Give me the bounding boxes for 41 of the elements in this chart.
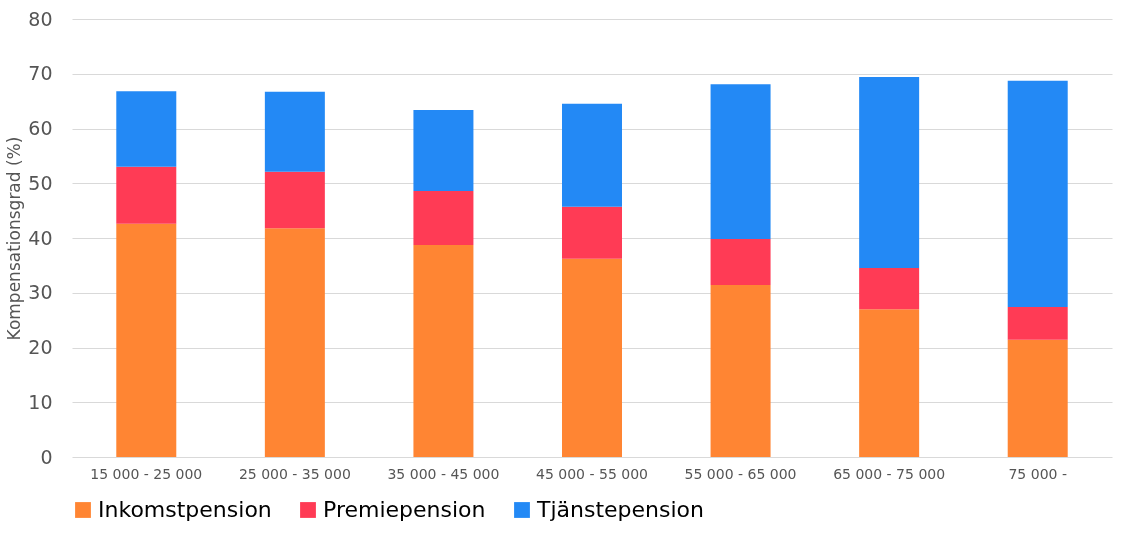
bar <box>859 268 920 310</box>
y-tick-label: 70 <box>28 62 53 85</box>
bar <box>116 223 177 457</box>
bar <box>710 84 771 240</box>
x-tick-label: 15 000 - 25 000 <box>90 465 203 482</box>
x-tick-label: 65 000 - 75 000 <box>833 465 946 482</box>
y-axis-title: Kompensationsgrad (%) <box>4 136 25 341</box>
bar <box>413 190 474 246</box>
x-tick-label: 45 000 - 55 000 <box>536 465 648 482</box>
bar <box>116 91 177 167</box>
bar <box>116 166 177 224</box>
x-tick-label: 35 000 - 45 000 <box>387 465 500 482</box>
legend-label: Inkomstpension <box>98 497 272 522</box>
bar <box>264 91 325 172</box>
y-tick-label: 50 <box>28 171 53 194</box>
bar <box>710 239 771 286</box>
bar <box>710 285 771 457</box>
bar <box>413 245 474 457</box>
y-tick-label: 20 <box>28 336 53 358</box>
bar <box>859 77 920 269</box>
bar <box>1007 80 1068 307</box>
bar <box>562 103 622 207</box>
x-tick-label: 55 000 - 65 000 <box>684 465 797 482</box>
legend-label: Premiepension <box>323 497 486 522</box>
y-tick-label: 10 <box>28 390 53 413</box>
bar <box>264 171 325 229</box>
y-tick-label: 40 <box>28 226 53 249</box>
bar <box>264 228 325 457</box>
bar <box>1007 306 1068 340</box>
bar <box>413 109 474 191</box>
legend-label: Tjänstepension <box>536 497 705 522</box>
y-tick-label: 0 <box>40 445 53 468</box>
bar <box>562 206 622 259</box>
bar <box>1007 339 1068 457</box>
y-tick-label: 30 <box>28 281 53 304</box>
y-tick-label: 80 <box>28 7 53 30</box>
x-tick-label: 75 000 - <box>1008 465 1067 482</box>
bar <box>859 309 920 457</box>
bar <box>562 258 622 457</box>
y-tick-label: 60 <box>28 117 53 139</box>
x-tick-label: 25 000 - 35 000 <box>238 465 351 482</box>
